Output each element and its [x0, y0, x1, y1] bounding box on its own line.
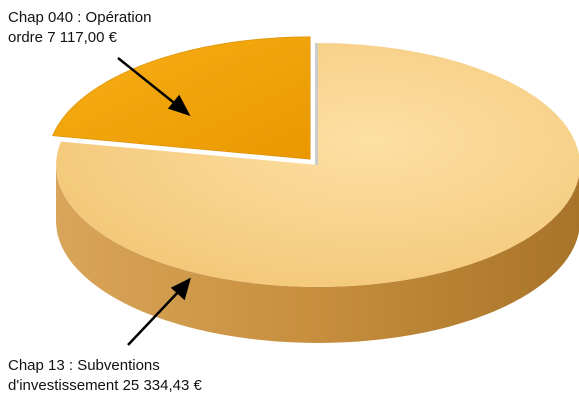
category: Chap 13 : Subventions d'investissement [8, 357, 160, 394]
slice-shade [52, 37, 311, 159]
arrows [117, 57, 191, 346]
slice-side [56, 165, 579, 343]
arrowhead [167, 94, 191, 117]
arrowhead [170, 277, 191, 301]
slice [56, 43, 579, 287]
value-label: 25 334,43 € [122, 377, 202, 394]
category: Chap 040 : Opération ordre [8, 9, 152, 46]
pie [52, 36, 579, 343]
arrow [127, 289, 181, 346]
value-label: 7 117,00 € [47, 29, 117, 46]
slice-label: Chap 040 : Opération ordre 7 117,00 € [8, 8, 188, 48]
arrow [117, 57, 179, 107]
slice-label: Chap 13 : Subventions d'investissement 2… [8, 356, 243, 396]
